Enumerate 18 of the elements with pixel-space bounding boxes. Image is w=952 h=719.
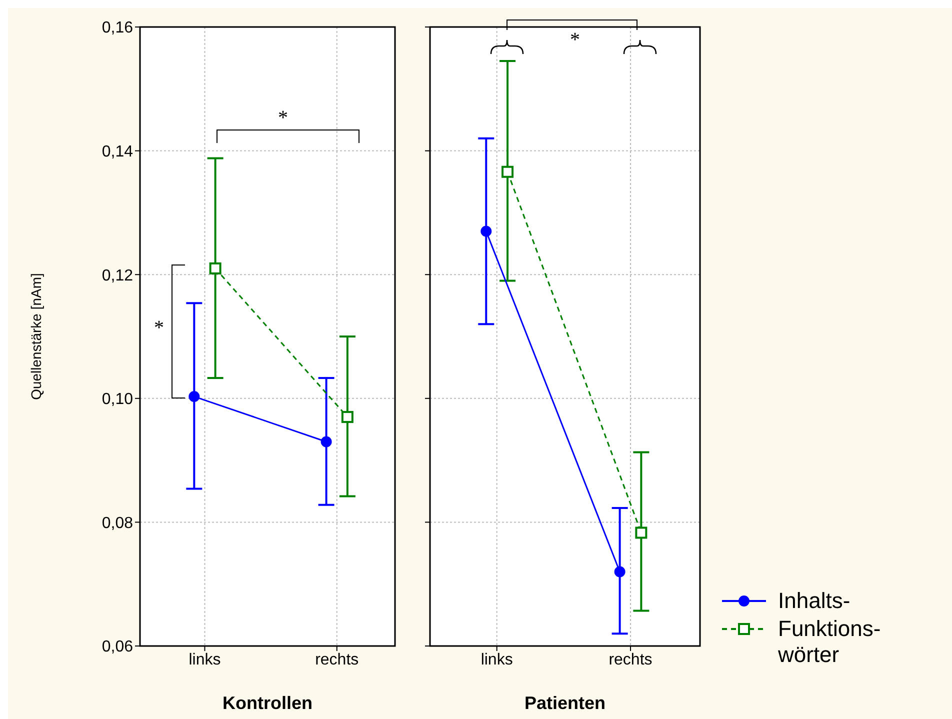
y-tick-label: 0,10: [102, 391, 134, 408]
legend-label: Inhalts-: [778, 588, 852, 614]
x-tick-label: links: [188, 651, 221, 668]
y-tick-label: 0,16: [102, 20, 134, 37]
x-tick-label: rechts: [608, 651, 652, 668]
x-axis-title: Kontrollen: [222, 693, 312, 713]
y-tick-label: 0,08: [102, 514, 134, 532]
y-tick-label: 0,06: [102, 638, 134, 656]
x-tick-label: rechts: [315, 651, 359, 668]
y-tick-label: 0,12: [102, 267, 134, 284]
x-axis-title: Patienten: [524, 693, 606, 713]
annotation: *: [278, 107, 288, 129]
x-tick-label: links: [480, 651, 513, 668]
y-tick-label: 0,14: [102, 143, 134, 160]
y-axis-title: Quellenstärke [nAm]: [28, 273, 44, 400]
legend-label: Funktions- wörter: [778, 616, 882, 668]
annotation: *: [154, 317, 164, 339]
annotation: *: [570, 29, 580, 51]
